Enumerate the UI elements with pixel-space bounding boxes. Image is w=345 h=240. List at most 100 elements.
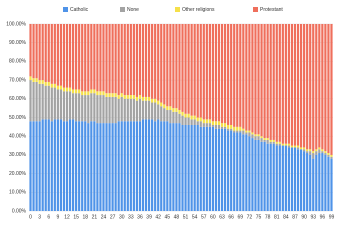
bar-segment [157,24,160,101]
bar-segment [87,95,90,124]
bar-segment [41,80,44,84]
bar-segment [129,24,132,96]
bar-segment [93,121,96,211]
bar-segment [78,93,81,122]
x-tick-label: 75 [256,214,262,220]
bar-segment [102,24,105,92]
y-tick-label: 80.00% [9,59,27,65]
bar-segment [65,87,69,92]
bar-segment [172,24,175,109]
x-tick-label: 33 [128,214,134,220]
bar-segment [50,87,53,122]
bar-segment [108,93,111,97]
bar-segment [181,24,184,112]
bar-segment [29,76,32,81]
bar-segment [266,139,269,144]
bar-segment [99,91,102,96]
x-tick-label: 69 [237,214,243,220]
bar-segment [126,121,129,211]
bar-segment [245,24,248,131]
bar-segment [144,24,148,97]
bar-segment [160,24,163,103]
bar-segment [312,153,315,159]
bar-segment [75,93,78,122]
bar-segment [138,98,142,122]
bar-segment [214,24,218,122]
bar-segment [32,121,35,211]
bar-segment [196,24,199,118]
y-tick-label: 100.00% [6,21,26,27]
x-tick-label: 21 [92,214,98,220]
bar-segment [102,91,105,96]
bar-segment [233,130,236,133]
bar-segment [287,143,291,146]
bar-segment [172,123,175,211]
y-tick-label: 50.00% [9,115,27,121]
bar-segment [242,134,245,211]
bar-segment [281,24,284,144]
bar-segment [44,81,47,86]
bar-segment [275,143,278,146]
bar-segment [50,121,53,211]
bar-segment [169,123,172,211]
bar-segment [138,95,142,99]
bar-segment [208,123,211,127]
x-tick-label: 39 [146,214,152,220]
bar-segment [223,128,227,211]
bar-segment [41,83,44,120]
bar-segment [62,91,66,122]
bar-segment [190,115,193,120]
x-tick-label: 57 [201,214,207,220]
bar-segment [299,24,303,148]
bar-segment [81,121,84,211]
bar-segment [299,147,303,150]
bar-segment [132,24,135,96]
bar-segment [154,121,157,211]
bar-segment [141,24,145,97]
bar-segment [312,151,315,154]
x-tick-label: 9 [56,214,59,220]
bar-segment [205,123,208,127]
bar-segment [318,147,321,150]
bar-segment [199,121,202,127]
bar-segment [272,141,275,144]
bar-segment [214,121,218,125]
bar-segment [306,149,309,152]
bar-segment [120,24,123,94]
legend-swatch [253,7,258,12]
bar-segment [47,85,50,120]
bar-segment [87,24,90,92]
bar-segment [181,111,184,116]
bar-segment [169,106,172,111]
bar-segment [330,24,333,155]
bar-segment [193,24,196,116]
bar-segment [163,108,166,122]
bar-segment [53,119,56,211]
bar-segment [108,123,111,211]
bar-segment [184,117,187,125]
bar-segment [144,96,148,101]
bar-segment [223,24,227,124]
bar-segment [269,139,272,142]
bar-segment [306,153,309,211]
bar-segment [87,91,90,96]
x-tick-label: 87 [292,214,298,220]
bar-segment [223,123,227,127]
bar-segment [299,149,303,211]
bar-segment [272,24,275,140]
bar-segment [56,89,59,120]
bar-segment [65,24,69,88]
bar-segment [144,119,148,211]
bar-segment [309,151,312,155]
bar-segment [211,24,215,122]
bar-segment [324,154,327,211]
bar-segment [242,24,245,129]
bar-segment [90,121,93,211]
bar-segment [111,93,114,97]
bar-segment [129,121,132,211]
bar-segment [208,126,211,211]
bar-segment [90,89,93,94]
bar-segment [154,98,157,103]
bar-segment [93,93,96,122]
bar-segment [278,141,281,144]
